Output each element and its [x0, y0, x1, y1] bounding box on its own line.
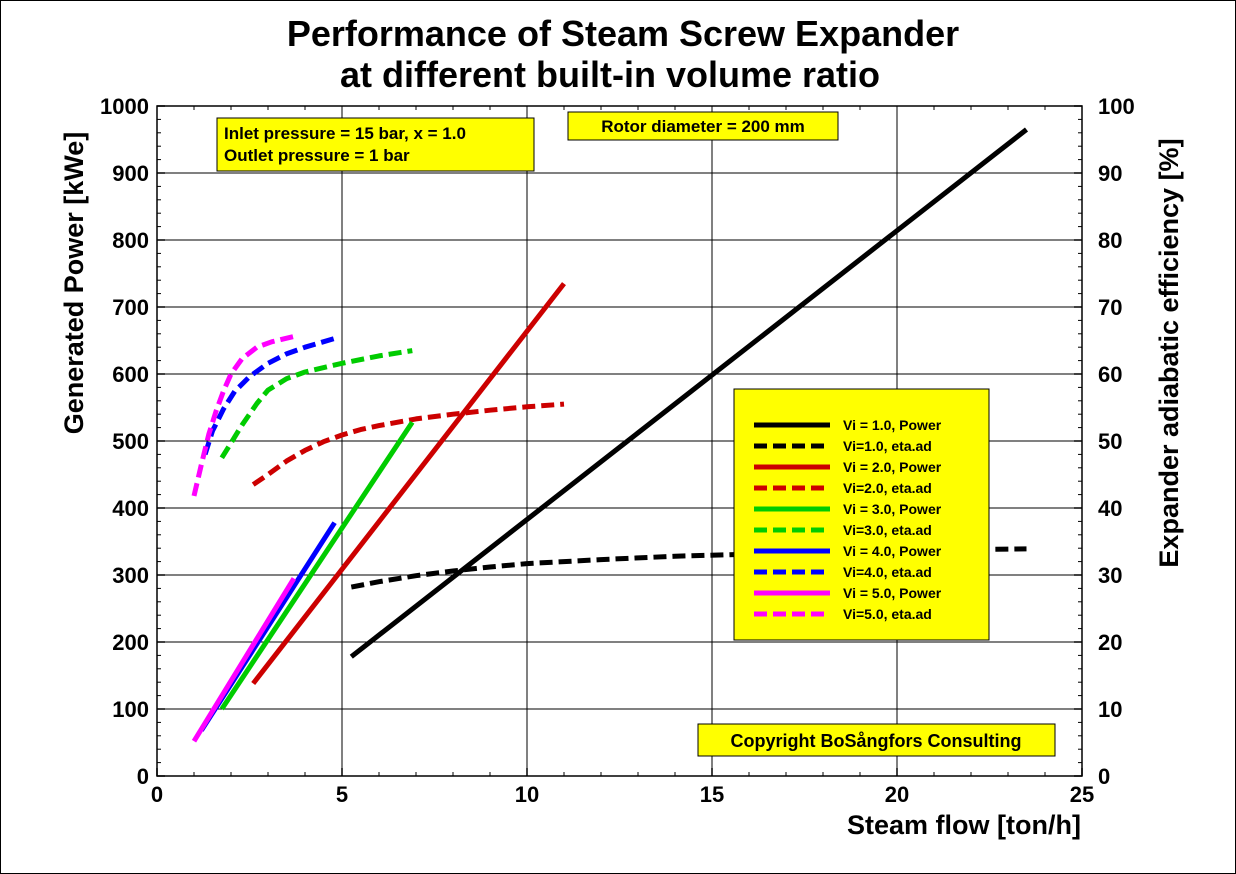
x-tick-label: 10: [515, 782, 539, 807]
series-line-9: [191, 334, 295, 497]
legend-entry: Vi = 5.0, Power: [843, 585, 942, 601]
legend-entry: Vi=3.0, eta.ad: [843, 522, 932, 538]
legend-entry: Vi = 1.0, Power: [843, 417, 942, 433]
legend: Vi = 1.0, Power Vi=1.0, eta.ad Vi = 2.0, P…: [733, 388, 990, 641]
y-tick-label: 700: [112, 295, 149, 320]
y2-tick-label: 40: [1098, 496, 1122, 521]
x-tick-label: 0: [151, 782, 163, 807]
x-tick-label: 20: [885, 782, 909, 807]
legend-box: [733, 388, 990, 641]
legend-entry: Vi=1.0, eta.ad: [843, 438, 932, 454]
y2-axis-label: Expander adiabatic efficiency [%]: [1154, 138, 1184, 567]
rotor-box: Rotor diameter = 200 mm: [567, 111, 839, 141]
y2-tick-label: 30: [1098, 563, 1122, 588]
conditions-box: Inlet pressure = 15 bar, x = 1.0 Outlet …: [216, 117, 535, 172]
inlet-pressure-text: Inlet pressure = 15 bar, x = 1.0: [224, 124, 466, 143]
series-line-5: [219, 348, 413, 460]
y2-tick-label: 80: [1098, 228, 1122, 253]
legend-entry: Vi=2.0, eta.ad: [843, 480, 932, 496]
y2-tick-label: 50: [1098, 429, 1122, 454]
legend-entry: Vi=4.0, eta.ad: [843, 564, 932, 580]
series-line-7: [202, 336, 336, 456]
y-tick-label: 300: [112, 563, 149, 588]
chart-title: Performance of Steam Screw Expander: [287, 13, 959, 54]
series-line-3: [251, 401, 565, 487]
y-tick-label: 400: [112, 496, 149, 521]
y2-tick-label: 100: [1098, 94, 1135, 119]
x-tick-label: 15: [700, 782, 724, 807]
y-tick-label: 100: [112, 697, 149, 722]
outlet-pressure-text: Outlet pressure = 1 bar: [224, 146, 410, 165]
x-tick-label: 25: [1070, 782, 1094, 807]
y-tick-label: 0: [137, 764, 149, 789]
y2-tick-label: 70: [1098, 295, 1122, 320]
y-tick-label: 800: [112, 228, 149, 253]
y-tick-label: 200: [112, 630, 149, 655]
copyright-box: Copyright BoSångfors Consulting: [697, 723, 1056, 757]
rotor-diameter-text: Rotor diameter = 200 mm: [601, 117, 805, 136]
y2-tick-label: 20: [1098, 630, 1122, 655]
x-tick-label: 5: [336, 782, 348, 807]
y-tick-label: 900: [112, 161, 149, 186]
y2-tick-label: 10: [1098, 697, 1122, 722]
y2-tick-label: 90: [1098, 161, 1122, 186]
series-line-2: [251, 282, 566, 686]
y-tick-label: 1000: [100, 94, 149, 119]
series-line-1: [350, 546, 1027, 590]
y2-tick-label: 60: [1098, 362, 1122, 387]
legend-entry: Vi = 3.0, Power: [843, 501, 942, 517]
y-axis-label: Generated Power [kWe]: [59, 132, 89, 435]
y2-tick-label: 0: [1098, 764, 1110, 789]
legend-entry: Vi=5.0, eta.ad: [843, 606, 932, 622]
chart-subtitle: at different built-in volume ratio: [340, 54, 880, 95]
legend-entry: Vi = 2.0, Power: [843, 459, 942, 475]
copyright-text: Copyright BoSångfors Consulting: [731, 731, 1022, 751]
series-line-8: [191, 577, 297, 743]
y-tick-label: 600: [112, 362, 149, 387]
x-axis-label: Steam flow [ton/h]: [847, 810, 1081, 840]
legend-entry: Vi = 4.0, Power: [843, 543, 942, 559]
series-line-4: [219, 420, 415, 711]
y-tick-label: 500: [112, 429, 149, 454]
